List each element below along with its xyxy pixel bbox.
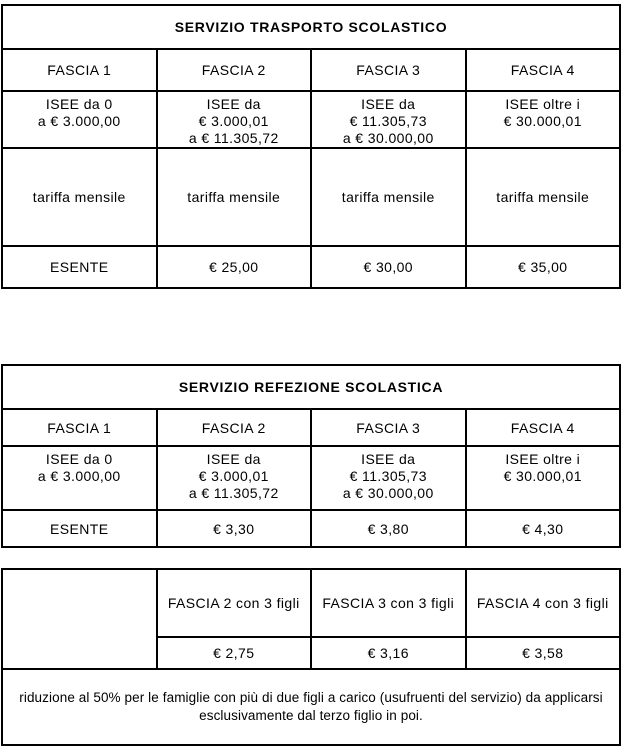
tariff-value-cell: € 4,30 <box>464 509 621 548</box>
isee-range-line: ISEE da <box>361 451 416 467</box>
tariff-value-cell: € 3,30 <box>155 509 312 548</box>
fascia-header: FASCIA 2 <box>155 48 312 92</box>
isee-range-cell: ISEE da 0 a € 3.000,00 <box>1 90 158 149</box>
isee-range-line: ISEE da 0 <box>45 451 113 467</box>
fascia-children-header: FASCIA 2 con 3 figli <box>155 568 312 638</box>
isee-range-line: a € 11.305,72 <box>188 485 279 501</box>
isee-range-cell: ISEE da € 3.000,01 a € 11.305,72 <box>155 445 312 511</box>
tariff-value-cell: ESENTE <box>1 245 158 289</box>
transport-tariff-table: SERVIZIO TRASPORTO SCOLASTICO FASCIA 1 F… <box>1 4 621 289</box>
transport-tariff-value-row: ESENTE € 25,00 € 30,00 € 35,00 <box>1 245 621 289</box>
tariff-value-cell: € 3,80 <box>310 509 467 548</box>
fascia-children-header: FASCIA 4 con 3 figli <box>464 568 621 638</box>
fascia-children-header: FASCIA 3 con 3 figli <box>310 568 467 638</box>
fascia-header: FASCIA 4 <box>464 408 621 447</box>
tariff-type-cell: tariffa mensile <box>464 147 621 247</box>
isee-range-line: a € 3.000,00 <box>37 468 121 484</box>
empty-cell <box>1 568 158 670</box>
isee-range-line: € 11.305,73 <box>349 113 427 129</box>
three-children-value-row: € 2,75 € 3,16 € 3,58 <box>2 636 621 670</box>
tariff-value-cell: € 3,16 <box>310 636 467 670</box>
isee-range-line: ISEE da <box>361 96 416 112</box>
three-children-header-row: FASCIA 2 con 3 figli FASCIA 3 con 3 figl… <box>1 568 621 670</box>
fascia-header: FASCIA 1 <box>1 408 158 447</box>
isee-range-line: a € 30.000,00 <box>342 130 434 146</box>
refezione-tariff-table: SERVIZIO REFEZIONE SCOLASTICA FASCIA 1 F… <box>1 364 621 548</box>
tariff-value-cell: € 2,75 <box>155 636 312 670</box>
isee-range-cell: ISEE oltre i € 30.000,01 <box>464 90 621 149</box>
tariff-type-cell: tariffa mensile <box>310 147 467 247</box>
fascia-header: FASCIA 4 <box>464 48 621 92</box>
refezione-isee-row: ISEE da 0 a € 3.000,00 ISEE da € 3.000,0… <box>1 445 621 511</box>
section-spacer <box>0 289 623 364</box>
isee-range-line: € 11.305,73 <box>349 468 427 484</box>
isee-range-line: a € 11.305,72 <box>188 130 279 146</box>
fascia-header: FASCIA 3 <box>310 408 467 447</box>
transport-table-title: SERVIZIO TRASPORTO SCOLASTICO <box>1 4 621 50</box>
fascia-header: FASCIA 2 <box>155 408 312 447</box>
isee-range-line: € 30.000,01 <box>503 113 582 129</box>
isee-range-line: € 3.000,01 <box>198 468 269 484</box>
tariff-type-cell: tariffa mensile <box>1 147 158 247</box>
three-children-discount-table: FASCIA 2 con 3 figli FASCIA 3 con 3 figl… <box>1 568 621 746</box>
isee-range-line: ISEE da 0 <box>45 96 113 112</box>
isee-range-line: ISEE oltre i <box>505 96 581 112</box>
refezione-fascia-header-row: FASCIA 1 FASCIA 2 FASCIA 3 FASCIA 4 <box>1 408 621 447</box>
isee-range-cell: ISEE da € 11.305,73 a € 30.000,00 <box>310 445 467 511</box>
isee-range-line: ISEE da <box>206 451 261 467</box>
isee-range-line: ISEE da <box>206 96 261 112</box>
isee-range-cell: ISEE da € 11.305,73 a € 30.000,00 <box>310 90 467 149</box>
fascia-header: FASCIA 3 <box>310 48 467 92</box>
refezione-title-row: SERVIZIO REFEZIONE SCOLASTICA <box>1 364 621 410</box>
transport-isee-row: ISEE da 0 a € 3.000,00 ISEE da € 3.000,0… <box>1 90 621 149</box>
discount-note-row: riduzione al 50% per le famiglie con più… <box>1 668 621 746</box>
tariff-value-cell: € 25,00 <box>155 245 312 289</box>
isee-range-line: € 3.000,01 <box>198 113 269 129</box>
transport-fascia-header-row: FASCIA 1 FASCIA 2 FASCIA 3 FASCIA 4 <box>1 48 621 92</box>
isee-range-line: a € 3.000,00 <box>37 113 121 129</box>
isee-range-cell: ISEE da € 3.000,01 a € 11.305,72 <box>155 90 312 149</box>
fascia-header: FASCIA 1 <box>1 48 158 92</box>
refezione-table-title: SERVIZIO REFEZIONE SCOLASTICA <box>1 364 621 410</box>
isee-range-cell: ISEE da 0 a € 3.000,00 <box>1 445 158 511</box>
discount-note: riduzione al 50% per le famiglie con più… <box>1 668 621 746</box>
isee-range-cell: ISEE oltre i € 30.000,01 <box>464 445 621 511</box>
isee-range-line: ISEE oltre i <box>505 451 581 467</box>
tariff-value-cell: € 30,00 <box>310 245 467 289</box>
tariff-value-cell: ESENTE <box>1 509 158 548</box>
isee-range-line: € 30.000,01 <box>503 468 582 484</box>
tariff-type-cell: tariffa mensile <box>155 147 312 247</box>
tariff-value-cell: € 3,58 <box>464 636 621 670</box>
transport-title-row: SERVIZIO TRASPORTO SCOLASTICO <box>1 4 621 50</box>
transport-tariff-type-row: tariffa mensile tariffa mensile tariffa … <box>1 147 621 247</box>
tariff-value-cell: € 35,00 <box>464 245 621 289</box>
isee-range-line: a € 30.000,00 <box>342 485 434 501</box>
refezione-tariff-value-row: ESENTE € 3,30 € 3,80 € 4,30 <box>1 509 621 548</box>
section-spacer <box>0 548 623 568</box>
